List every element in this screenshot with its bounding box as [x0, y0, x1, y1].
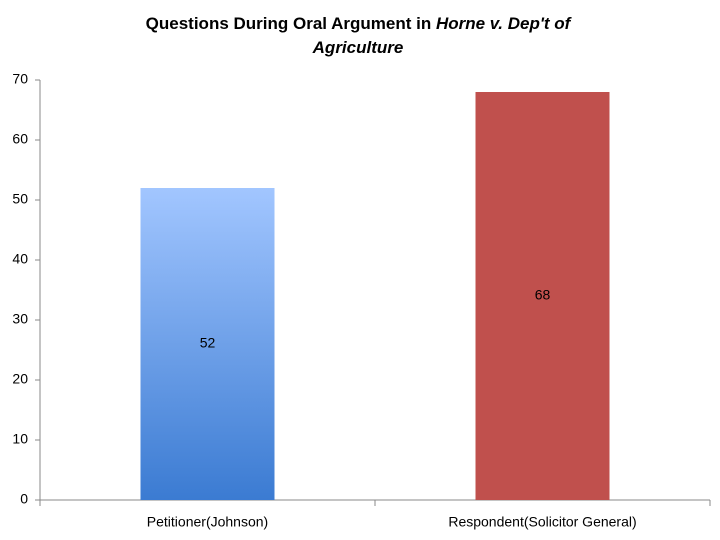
y-tick-label: 40 — [12, 251, 28, 267]
y-tick-label: 70 — [12, 71, 28, 87]
y-tick-label: 10 — [12, 431, 28, 447]
title-italic: Horne v. Dep't of Agriculture — [312, 14, 571, 57]
title-text: Questions During Oral Argument in — [145, 14, 432, 33]
x-tick-label: Petitioner(Johnson) — [147, 514, 268, 530]
chart-title: Questions During Oral Argument in Horne … — [118, 12, 598, 60]
y-tick-label: 60 — [12, 131, 28, 147]
y-tick-label: 0 — [20, 491, 28, 507]
data-label: 52 — [200, 335, 216, 351]
bar — [475, 92, 610, 500]
y-tick-label: 30 — [12, 311, 28, 327]
y-tick-label: 50 — [12, 191, 28, 207]
data-label: 68 — [535, 287, 551, 303]
bar — [140, 188, 275, 500]
x-tick-label: Respondent(Solicitor General) — [448, 514, 636, 530]
y-tick-label: 20 — [12, 371, 28, 387]
